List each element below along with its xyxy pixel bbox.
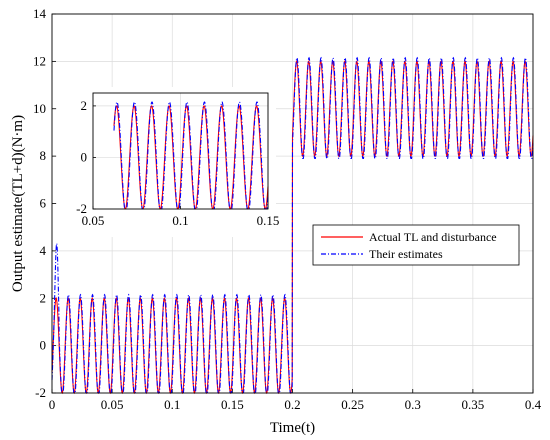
series-estimate-line: [51, 56, 534, 394]
x-tick-label: 0.2: [284, 397, 300, 412]
plot-frame: [51, 13, 534, 394]
x-axis-label: Time(t): [270, 420, 315, 436]
y-tick-label: 12: [33, 53, 46, 68]
x-tick-label: 0.35: [462, 397, 485, 412]
legend-label-estimate: Their estimates: [369, 247, 443, 261]
inset-background: [57, 87, 276, 237]
y-axis-label: Output estimate(TL+d)(N·m): [10, 115, 26, 292]
y-tick-label: 4: [40, 243, 47, 258]
x-tick-label: 0.15: [221, 397, 244, 412]
legend-label-actual: Actual TL and disturbance: [369, 230, 497, 244]
y-tick-label: 14: [33, 6, 47, 21]
inset-frame: [92, 92, 269, 210]
x-tick-label: 0.05: [101, 397, 124, 412]
x-tick-label: 0.25: [341, 397, 364, 412]
y-tick-label: 0: [40, 338, 47, 353]
y-tick-label: -2: [35, 385, 46, 400]
inset-y-tick-label: -2: [76, 201, 87, 216]
inset-x-tick-label: 0.15: [257, 213, 280, 228]
inset-y-tick-label: 0: [81, 149, 88, 164]
inset-series-estimate-line: [113, 101, 269, 210]
inset-x-tick-label: 0.1: [172, 213, 188, 228]
x-tick-label: 0: [49, 397, 56, 412]
y-tick-label: 10: [33, 101, 46, 116]
y-tick-label: 6: [40, 196, 47, 211]
inset-x-tick-label: 0.05: [82, 213, 105, 228]
y-tick-label: 2: [40, 290, 47, 305]
y-tick-label: 8: [40, 148, 47, 163]
x-tick-label: 0.3: [405, 397, 421, 412]
legend-box: [312, 224, 520, 266]
x-tick-label: 0.4: [525, 397, 542, 412]
inset-y-tick-label: 2: [81, 98, 88, 113]
x-tick-label: 0.1: [164, 397, 180, 412]
